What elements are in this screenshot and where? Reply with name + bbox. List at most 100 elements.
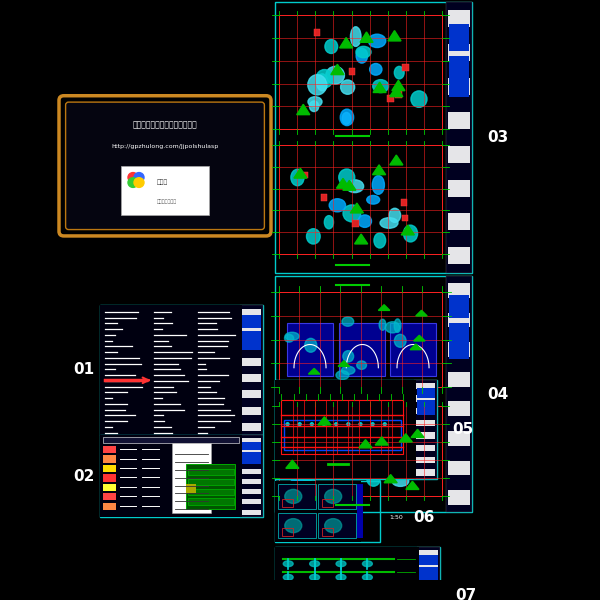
Text: 01: 01 bbox=[73, 362, 94, 377]
Bar bbox=[416, 388, 435, 398]
Bar bbox=[415, 433, 436, 439]
Bar bbox=[275, 547, 440, 600]
Ellipse shape bbox=[394, 334, 406, 347]
Ellipse shape bbox=[317, 74, 328, 91]
Bar bbox=[352, 220, 359, 227]
Bar bbox=[403, 64, 409, 71]
Ellipse shape bbox=[343, 205, 361, 222]
Text: 07: 07 bbox=[455, 588, 476, 600]
Ellipse shape bbox=[339, 169, 355, 185]
Bar bbox=[448, 342, 470, 357]
Bar bbox=[241, 469, 262, 473]
Bar bbox=[284, 420, 401, 449]
Bar bbox=[293, 448, 300, 453]
Circle shape bbox=[310, 423, 313, 425]
Bar bbox=[241, 509, 262, 515]
Ellipse shape bbox=[394, 67, 404, 79]
Ellipse shape bbox=[336, 371, 349, 380]
Bar bbox=[188, 499, 233, 505]
Ellipse shape bbox=[362, 588, 373, 594]
Ellipse shape bbox=[304, 472, 313, 481]
Ellipse shape bbox=[285, 490, 302, 503]
Bar bbox=[279, 16, 442, 129]
Bar bbox=[415, 395, 436, 401]
Bar bbox=[103, 455, 116, 463]
Bar bbox=[290, 469, 296, 475]
Bar bbox=[275, 380, 437, 479]
Bar bbox=[419, 555, 437, 565]
Bar bbox=[279, 292, 442, 387]
Circle shape bbox=[359, 423, 362, 425]
Ellipse shape bbox=[394, 319, 401, 332]
Bar bbox=[448, 431, 470, 446]
Ellipse shape bbox=[392, 476, 409, 487]
Ellipse shape bbox=[346, 180, 364, 193]
Ellipse shape bbox=[377, 422, 394, 436]
Ellipse shape bbox=[316, 432, 328, 448]
Ellipse shape bbox=[291, 169, 304, 186]
Bar bbox=[242, 442, 261, 450]
Bar bbox=[279, 145, 442, 254]
Bar bbox=[415, 383, 436, 389]
Ellipse shape bbox=[329, 199, 346, 212]
Ellipse shape bbox=[310, 561, 320, 566]
Polygon shape bbox=[343, 181, 356, 190]
Polygon shape bbox=[355, 234, 368, 244]
Bar bbox=[278, 513, 316, 538]
Bar bbox=[448, 146, 470, 163]
Bar bbox=[241, 358, 262, 366]
Circle shape bbox=[335, 423, 338, 425]
Bar bbox=[448, 401, 470, 416]
Bar bbox=[415, 408, 436, 414]
Polygon shape bbox=[373, 165, 386, 175]
Bar bbox=[418, 599, 439, 600]
Bar bbox=[417, 547, 440, 600]
Bar bbox=[352, 423, 358, 428]
Ellipse shape bbox=[310, 574, 320, 580]
Ellipse shape bbox=[350, 27, 361, 46]
Polygon shape bbox=[375, 437, 388, 445]
Polygon shape bbox=[392, 80, 405, 91]
Bar bbox=[187, 464, 235, 509]
Text: 1:50: 1:50 bbox=[389, 515, 403, 520]
Ellipse shape bbox=[350, 451, 363, 467]
Ellipse shape bbox=[342, 317, 353, 326]
Bar bbox=[275, 481, 361, 542]
Circle shape bbox=[286, 423, 289, 425]
Ellipse shape bbox=[325, 518, 341, 533]
Ellipse shape bbox=[307, 229, 320, 244]
Polygon shape bbox=[308, 368, 320, 374]
Bar bbox=[278, 484, 316, 509]
Polygon shape bbox=[331, 64, 344, 74]
Ellipse shape bbox=[357, 361, 367, 370]
Ellipse shape bbox=[308, 74, 326, 95]
Polygon shape bbox=[401, 225, 415, 235]
Text: 02: 02 bbox=[73, 469, 94, 484]
Polygon shape bbox=[388, 31, 401, 41]
Ellipse shape bbox=[372, 176, 385, 194]
Polygon shape bbox=[318, 417, 331, 425]
Bar bbox=[415, 457, 436, 463]
Polygon shape bbox=[406, 481, 419, 490]
Polygon shape bbox=[413, 335, 425, 341]
Bar bbox=[340, 323, 385, 376]
Bar bbox=[401, 199, 407, 206]
Bar bbox=[241, 308, 262, 317]
Bar bbox=[448, 78, 470, 95]
Polygon shape bbox=[359, 440, 372, 448]
Polygon shape bbox=[337, 178, 350, 188]
Bar bbox=[448, 247, 470, 264]
Bar bbox=[282, 499, 293, 506]
Bar bbox=[318, 484, 356, 509]
Ellipse shape bbox=[367, 471, 380, 486]
Circle shape bbox=[128, 178, 138, 187]
Bar bbox=[449, 295, 469, 318]
Circle shape bbox=[383, 423, 386, 425]
Ellipse shape bbox=[336, 561, 346, 566]
Bar bbox=[418, 587, 439, 593]
Ellipse shape bbox=[411, 91, 427, 107]
Polygon shape bbox=[390, 86, 403, 97]
Ellipse shape bbox=[342, 112, 351, 124]
Bar bbox=[100, 435, 263, 517]
Bar bbox=[103, 484, 116, 491]
